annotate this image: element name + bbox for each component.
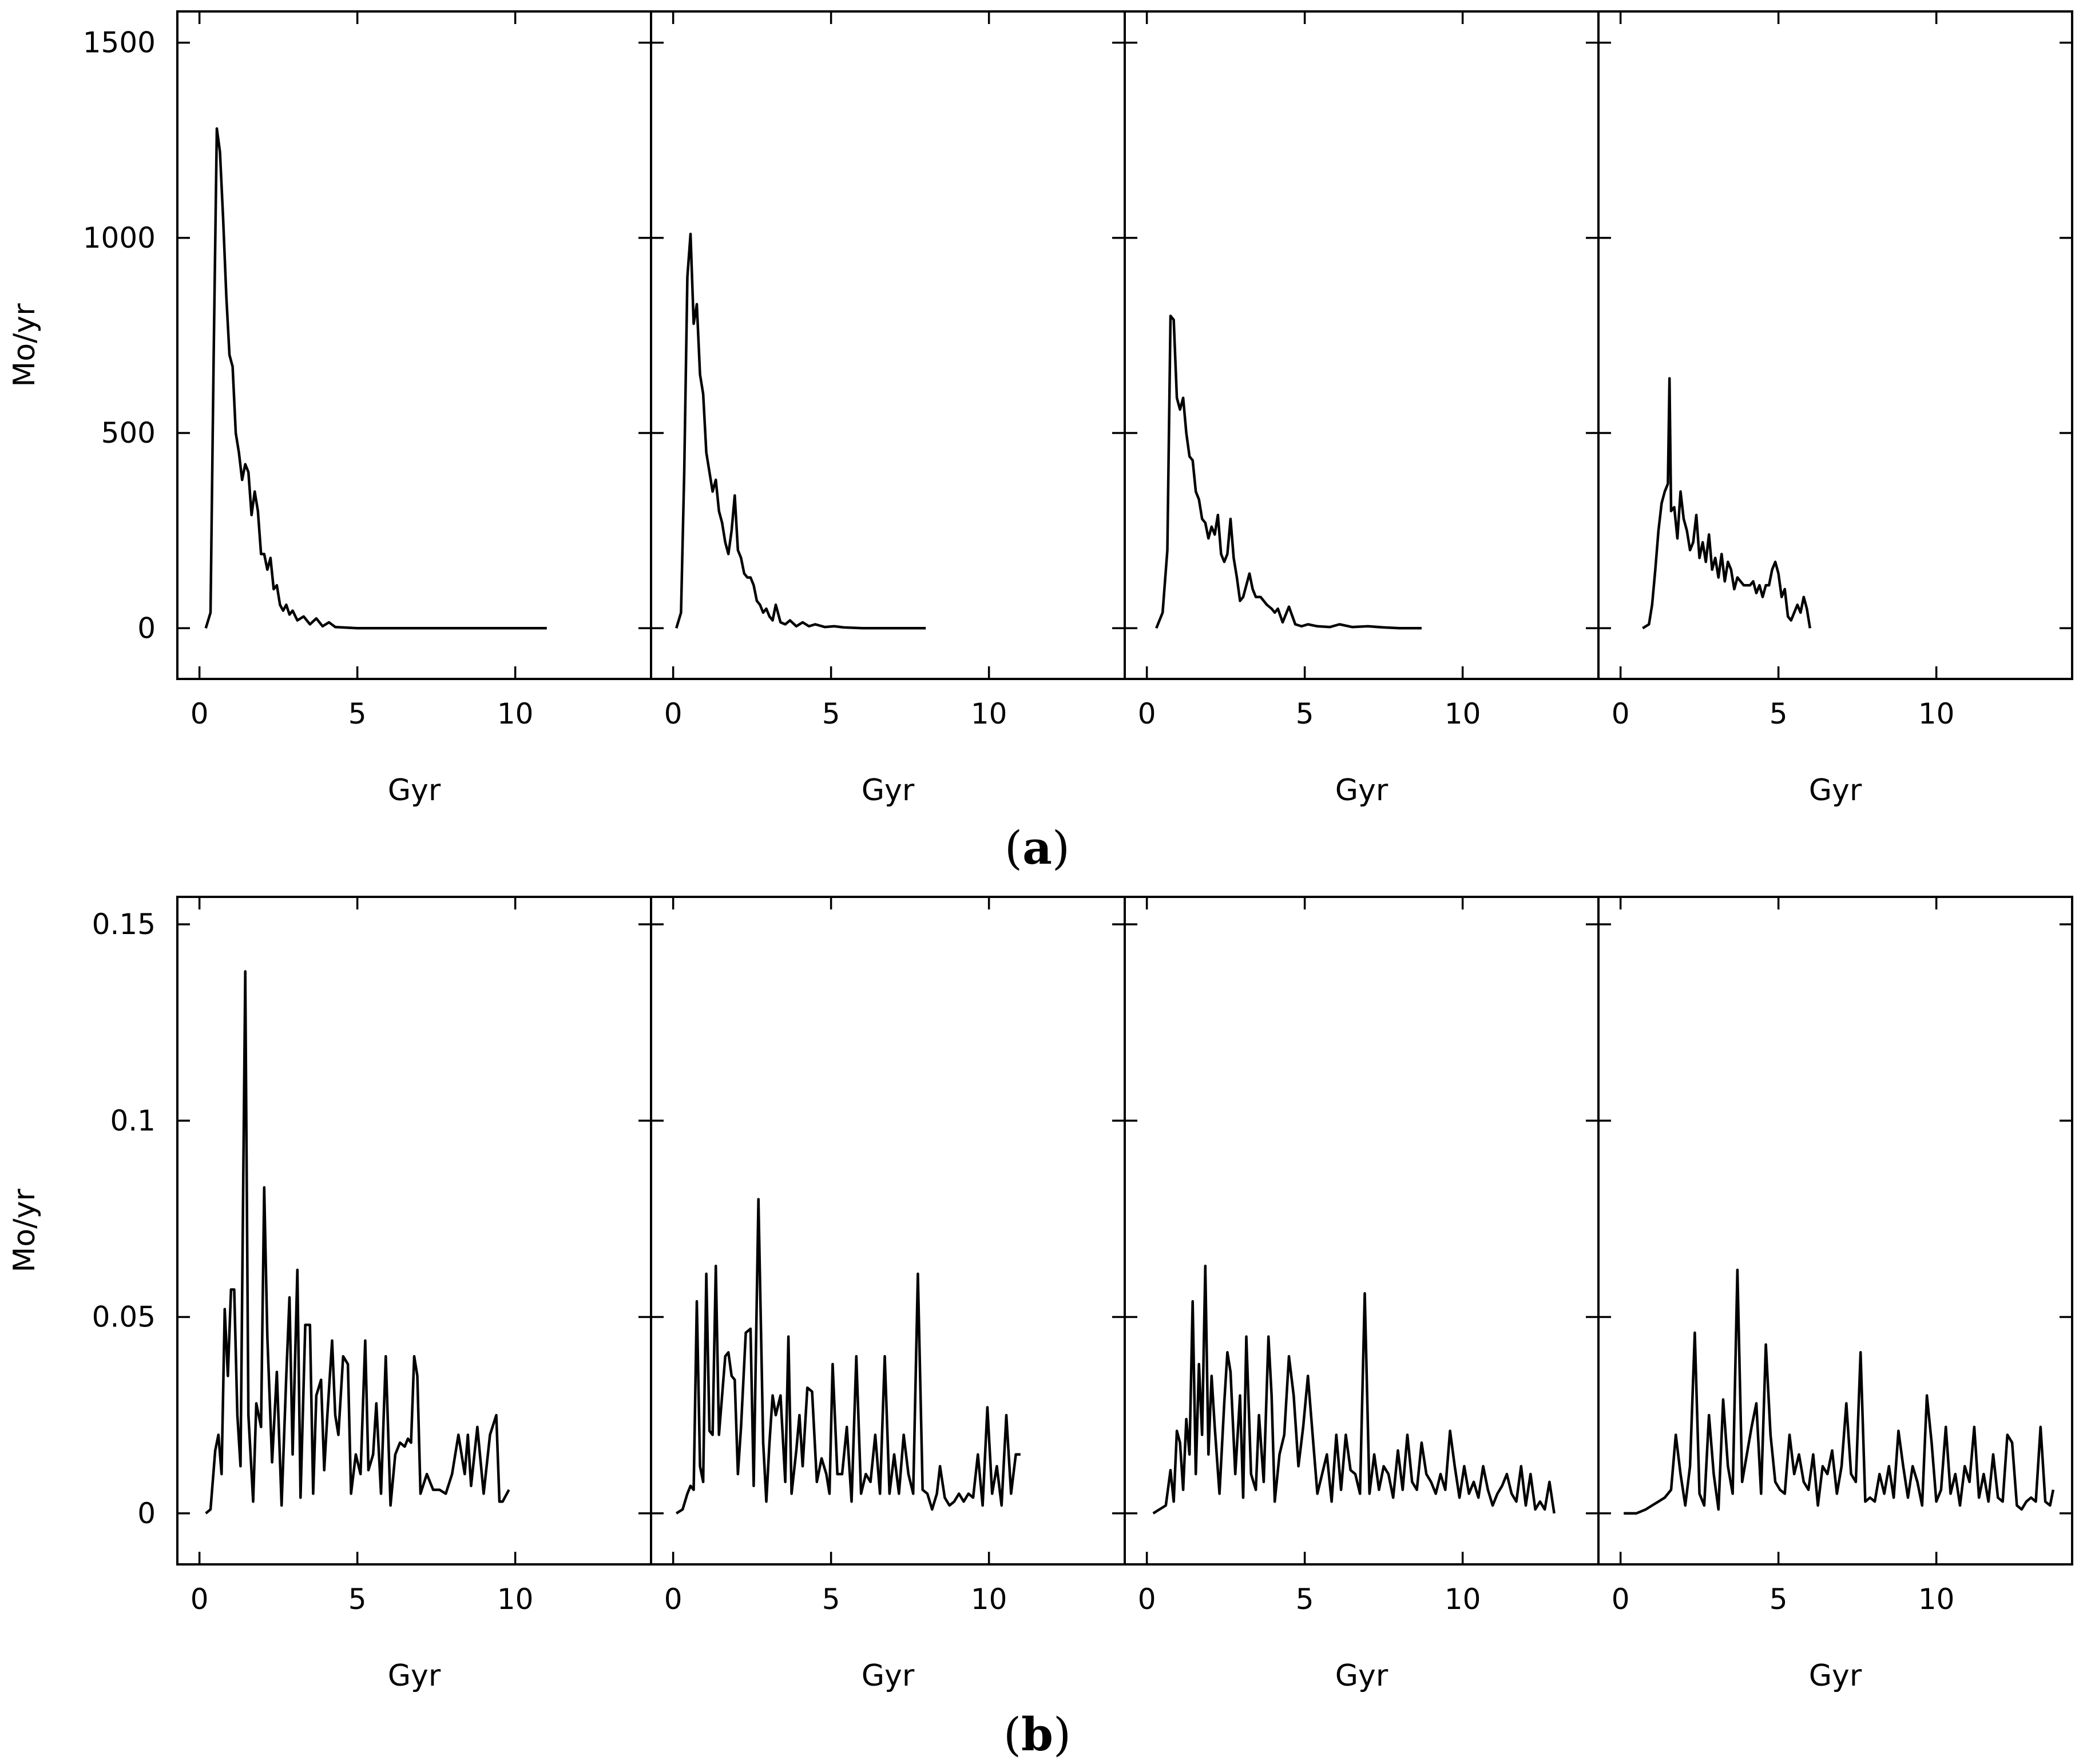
x-tick-label: 0 <box>1138 1583 1156 1616</box>
x-tick-label: 0 <box>191 697 209 730</box>
x-tick-label: 10 <box>971 697 1007 730</box>
y-tick-label: 500 <box>101 416 156 450</box>
caption-a-letter: a <box>1022 821 1052 875</box>
y-tick-label: 0.1 <box>110 1104 156 1137</box>
caption-b-letter: b <box>1021 1707 1053 1761</box>
x-axis-label: Gyr <box>862 1659 915 1693</box>
plot-frame <box>1124 10 1600 680</box>
x-tick-label: 0 <box>1612 1583 1630 1616</box>
x-tick-label: 5 <box>1769 697 1788 730</box>
x-tick-label: 5 <box>1769 1583 1788 1616</box>
series-line-a-1 <box>204 127 547 630</box>
x-tick-label: 0 <box>1138 697 1156 730</box>
series-line-b-4 <box>1624 1268 2055 1515</box>
x-tick-label: 0 <box>191 1583 209 1616</box>
plot-frame <box>650 10 1126 680</box>
x-tick-label: 10 <box>1918 697 1955 730</box>
x-tick-label: 10 <box>1445 697 1481 730</box>
series-line-a-3 <box>1155 315 1422 630</box>
x-tick-label: 10 <box>971 1583 1007 1616</box>
series-line-a-4 <box>1642 377 1812 630</box>
panel-b-3: 0 5 10 Gyr <box>1124 896 1600 1693</box>
x-axis-label: Gyr <box>388 1659 441 1693</box>
panel-a-1: 0 5 10 0 500 1000 1500 Gyr Mo/yr <box>7 10 652 808</box>
caption-a: (a) <box>1005 821 1070 875</box>
x-tick-label: 5 <box>348 1583 367 1616</box>
x-tick-label: 0 <box>664 1583 683 1616</box>
x-tick-label: 5 <box>822 1583 840 1616</box>
x-tick-label: 10 <box>1918 1583 1955 1616</box>
y-tick-label: 1000 <box>83 221 156 255</box>
panel-b-4: 0 5 10 Gyr <box>1597 896 2073 1693</box>
x-tick-label: 5 <box>348 697 367 730</box>
caption-b: (b) <box>1003 1707 1071 1761</box>
panel-a-3: 0 5 10 Gyr <box>1124 10 1600 808</box>
x-axis-label: Gyr <box>388 773 441 808</box>
x-tick-label: 5 <box>1296 697 1314 730</box>
x-tick-label: 0 <box>664 697 683 730</box>
plot-frame <box>176 896 652 1566</box>
panel-b-2: 0 5 10 Gyr <box>650 896 1126 1693</box>
plot-frame <box>1597 10 2073 680</box>
series-line-b-3 <box>1152 1265 1556 1515</box>
x-axis-label: Gyr <box>1335 1659 1388 1693</box>
y-tick-label: 1500 <box>83 26 156 59</box>
x-tick-label: 10 <box>1445 1583 1481 1616</box>
series-line-a-2 <box>675 232 926 630</box>
panel-a-4: 0 5 10 Gyr <box>1597 10 2073 808</box>
panel-a-2: 0 5 10 Gyr <box>650 10 1126 808</box>
x-axis-label: Gyr <box>1335 773 1388 808</box>
series-line-b-1 <box>205 970 510 1515</box>
x-tick-label: 10 <box>497 697 534 730</box>
y-axis-label: Mo/yr <box>7 1189 42 1273</box>
panel-b-1: 0 5 10 0 0.05 0.1 0.15 Gyr Mo/yr <box>7 896 652 1693</box>
x-tick-label: 5 <box>1296 1583 1314 1616</box>
x-axis-label: Gyr <box>1809 1659 1862 1693</box>
x-axis-label: Gyr <box>1809 773 1862 808</box>
y-tick-label: 0 <box>137 611 156 645</box>
x-tick-label: 5 <box>822 697 840 730</box>
plot-frame <box>1597 896 2073 1566</box>
x-axis-label: Gyr <box>862 773 915 808</box>
plot-frame <box>176 10 652 680</box>
y-axis-label: Mo/yr <box>7 303 42 387</box>
series-line-b-2 <box>676 1198 1021 1515</box>
y-tick-label: 0.15 <box>92 908 156 941</box>
x-tick-label: 0 <box>1612 697 1630 730</box>
y-tick-label: 0 <box>137 1497 156 1530</box>
y-tick-label: 0.05 <box>92 1301 156 1334</box>
x-tick-label: 10 <box>497 1583 534 1616</box>
